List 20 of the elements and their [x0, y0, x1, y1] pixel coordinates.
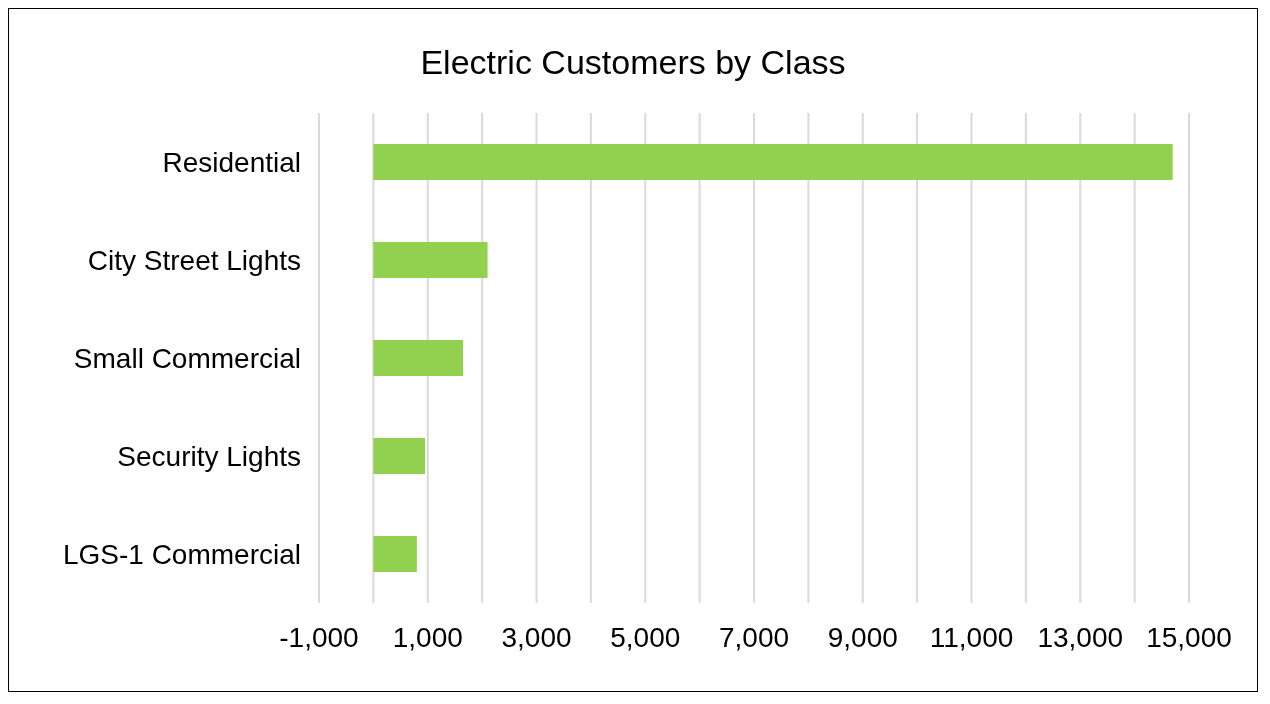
y-tick-label: City Street Lights	[87, 244, 301, 276]
y-tick-label: Security Lights	[117, 440, 301, 472]
x-tick-label: 9,000	[827, 621, 898, 653]
x-tick-label: 7,000	[718, 621, 790, 653]
x-tick-label: 13,000	[1037, 621, 1124, 653]
x-tick-label: 5,000	[610, 621, 681, 653]
bar	[373, 536, 417, 572]
y-tick-label: LGS-1 Commercial	[62, 538, 301, 570]
bar	[373, 242, 488, 278]
bar	[373, 340, 464, 376]
x-tick-label: 11,000	[929, 621, 1014, 653]
x-tick-label: 1,000	[392, 621, 463, 653]
chart-title: Electric Customers by Class	[419, 42, 847, 83]
x-tick-label: 15,000	[1146, 621, 1232, 653]
bar	[373, 144, 1173, 180]
x-tick-label: -1,000	[279, 621, 359, 653]
y-tick-label: Small Commercial	[73, 342, 301, 374]
y-tick-label: Residential	[162, 146, 301, 178]
bar	[373, 438, 426, 474]
x-tick-label: 3,000	[501, 621, 572, 653]
